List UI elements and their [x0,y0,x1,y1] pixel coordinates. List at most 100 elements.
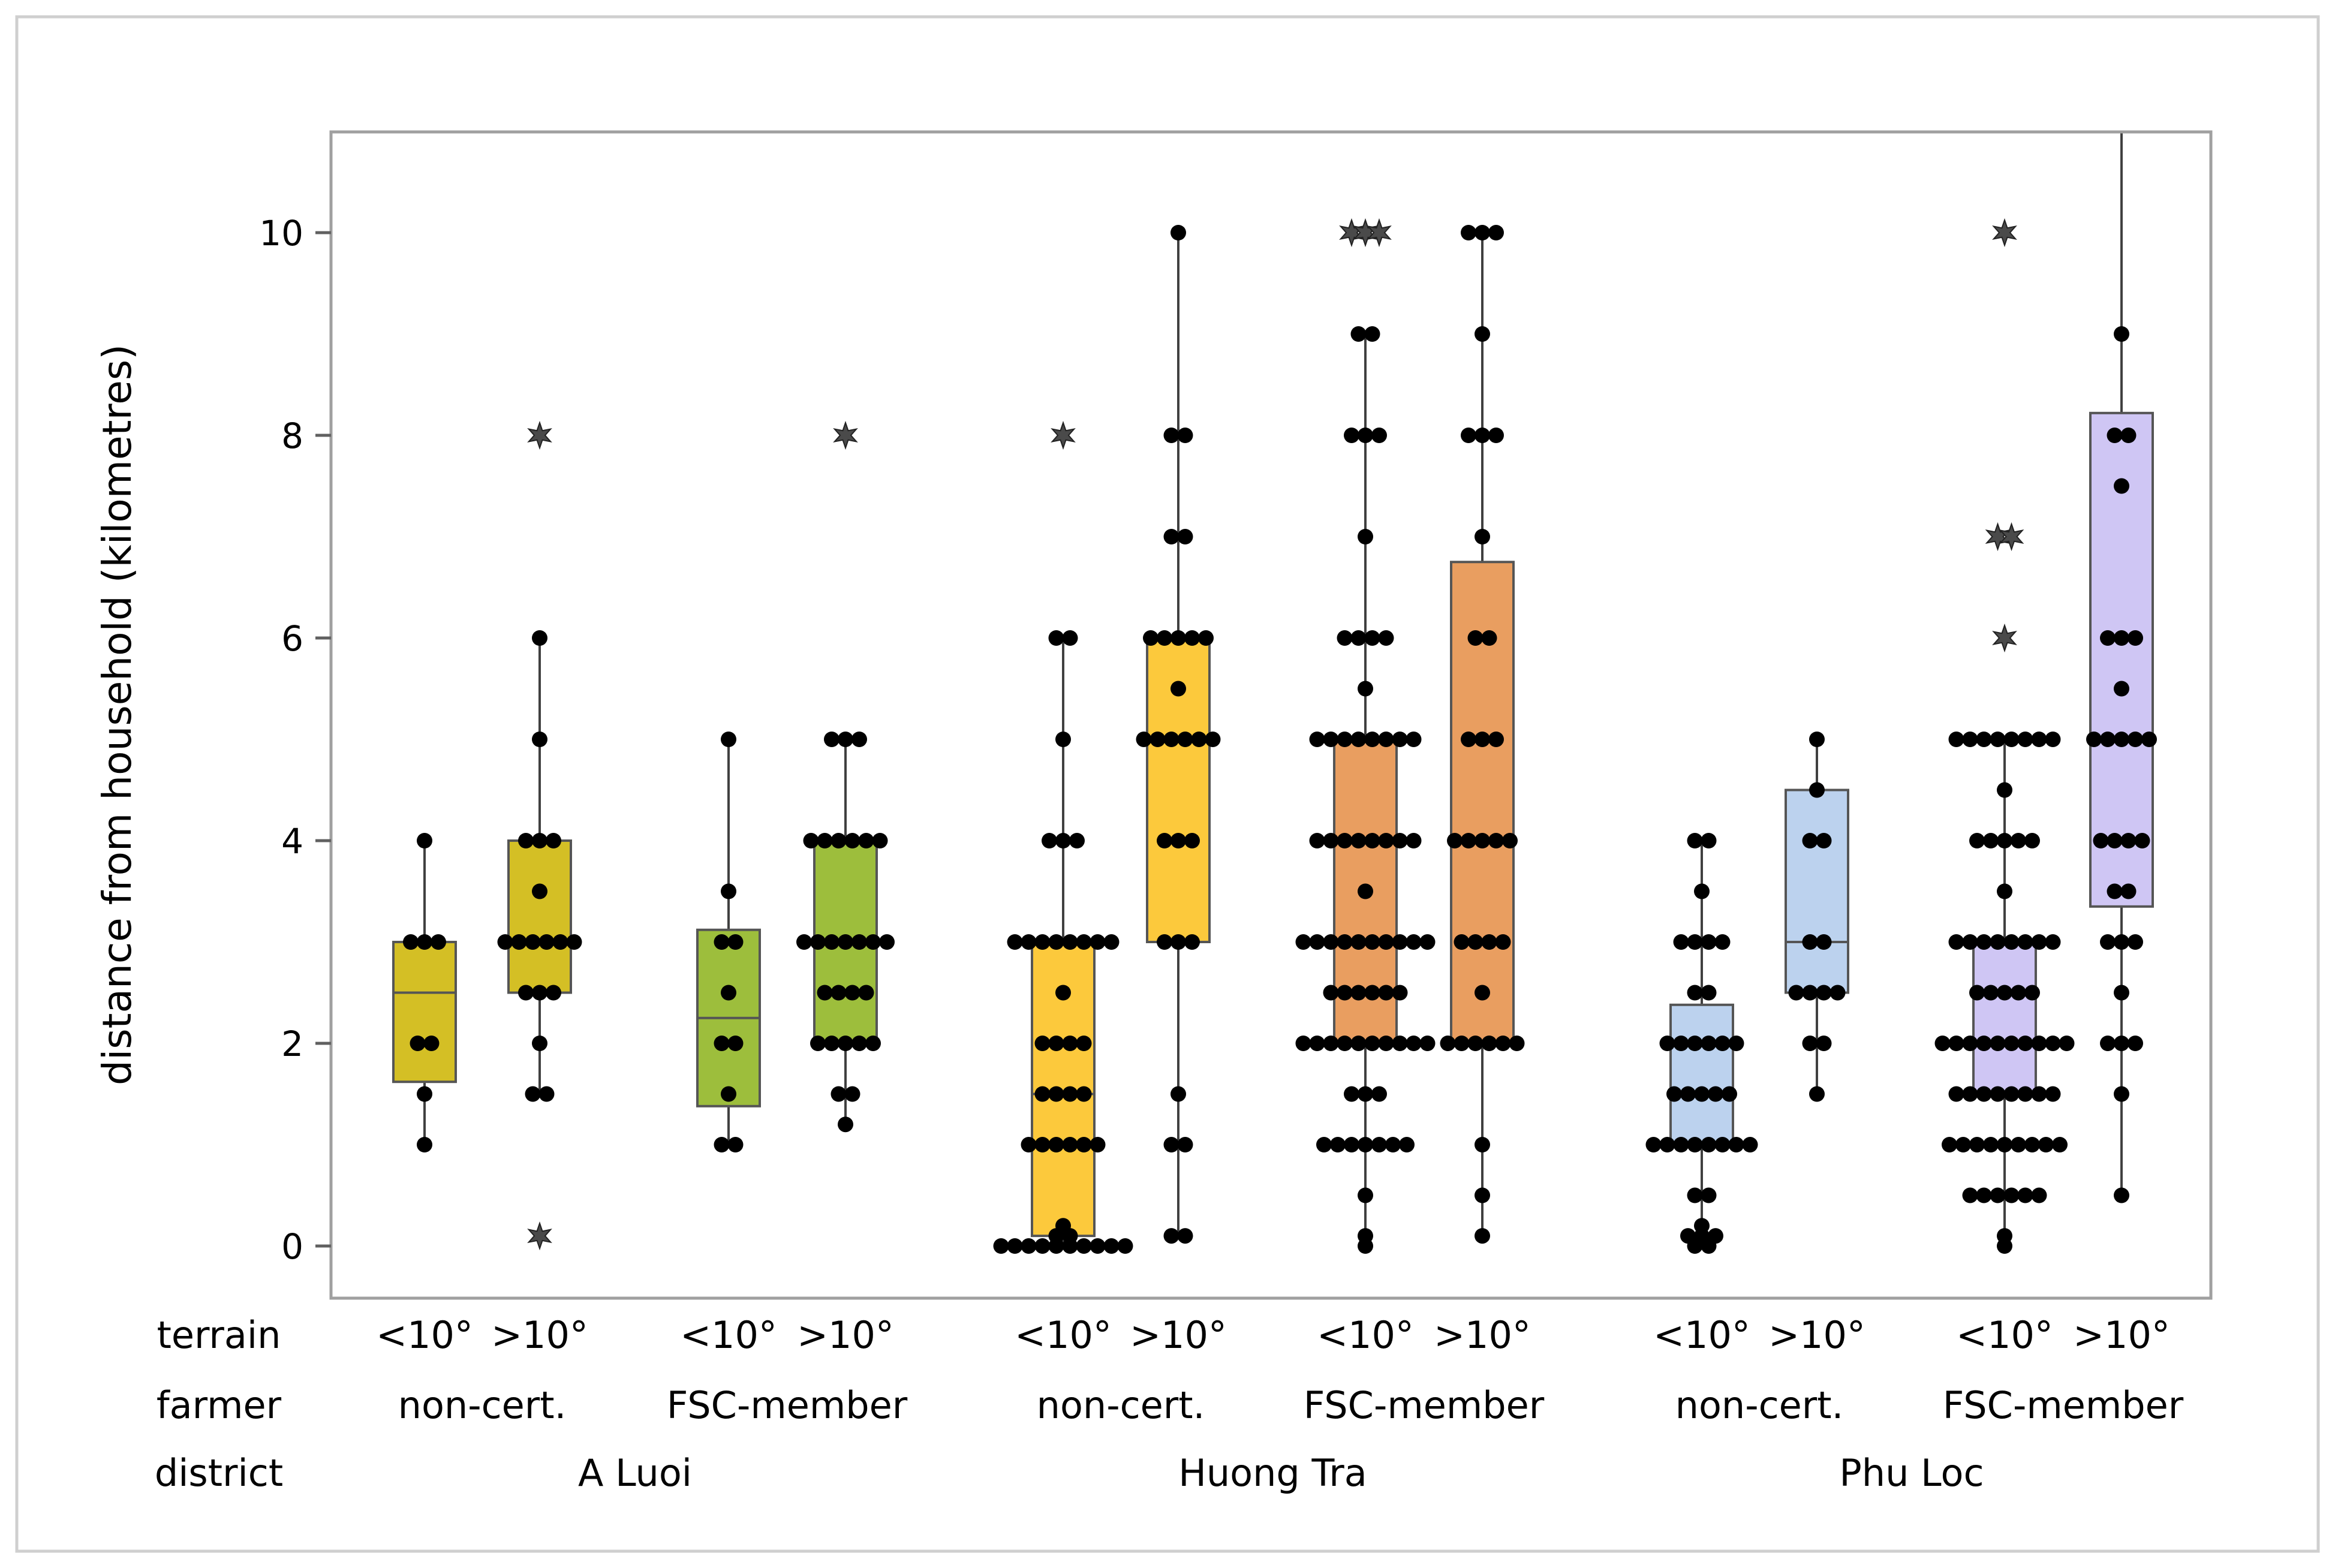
data-point [727,934,744,950]
data-point [2031,934,2047,950]
district-label: Huong Tra [1178,1451,1367,1495]
outlier-point [527,1221,552,1251]
data-point [538,1086,555,1102]
data-point [1378,1036,1394,1051]
data-point [1816,934,1832,950]
row-label-district: district [155,1451,283,1495]
data-point [1680,1228,1696,1244]
data-point [2114,985,2129,1001]
data-point [1034,934,1051,950]
data-point [532,630,547,646]
data-point [1399,1137,1415,1152]
data-point [1364,326,1380,342]
data-point [532,833,547,848]
data-point [1163,529,1179,544]
data-point [1680,1086,1696,1102]
y-tick-label: 6 [281,618,303,659]
data-point [1090,934,1106,950]
box-iqr [1669,1003,1734,1146]
data-point [1157,833,1172,848]
data-point [2024,833,2040,848]
data-point [1103,934,1120,950]
data-point [1488,428,1504,443]
data-point [2003,934,2020,950]
data-point [803,833,819,848]
terrain-label: <10° [376,1313,473,1357]
data-point [1163,1228,1179,1244]
data-point [1997,833,2012,848]
data-point [1007,1238,1023,1254]
data-point [1358,883,1373,899]
data-point [1163,732,1179,747]
data-point [796,934,812,950]
data-point [1475,326,1490,342]
data-point [851,732,867,747]
data-point [1673,1036,1689,1051]
data-point [2114,681,2129,697]
data-point [1337,732,1353,747]
data-point [2045,1036,2061,1051]
data-point [824,732,839,747]
terrain-label: <10° [1317,1313,1414,1357]
data-point [838,1116,853,1133]
data-point [1350,732,1367,747]
data-point [2003,1036,2020,1051]
data-point [1170,225,1186,240]
data-point [1809,782,1825,798]
data-point [2120,428,2137,443]
data-point [1475,428,1490,443]
data-point [1659,1036,1675,1051]
data-point [417,934,432,950]
data-point [1323,1036,1339,1051]
data-point [1816,833,1832,848]
data-point [2114,1086,2129,1102]
data-point [824,934,839,950]
data-point [1969,833,1985,848]
data-point [1163,428,1179,443]
data-point [1309,833,1325,848]
data-point [1034,1137,1051,1152]
data-point [2107,428,2123,443]
data-point [1809,732,1825,747]
data-point [1481,630,1497,646]
data-point [1358,681,1373,697]
data-point [1337,1036,1353,1051]
data-point [417,1137,432,1152]
data-point [1042,833,1057,848]
data-point [2003,732,2020,747]
data-point [1378,732,1394,747]
data-point [1076,1137,1092,1152]
data-point [851,1036,867,1051]
data-point [1708,1086,1723,1102]
data-point [1673,934,1689,950]
box-group [2089,132,2154,1196]
data-point [1488,225,1504,240]
data-point [1454,934,1470,950]
data-point [1948,934,1964,950]
data-point [1481,934,1497,950]
data-point [1666,1086,1682,1102]
data-point [1392,833,1408,848]
data-point [1184,630,1200,646]
data-point [1461,428,1476,443]
data-point [511,934,527,950]
data-point [1976,1187,1992,1203]
data-point [1687,1187,1703,1203]
data-point [1337,630,1353,646]
y-tick-label: 8 [281,416,303,456]
data-point [1802,985,1818,1001]
data-point [1034,1238,1051,1254]
data-point [1048,630,1064,646]
data-point [1728,1036,1744,1051]
data-point [2031,1036,2047,1051]
data-point [1205,732,1221,747]
data-point [1323,833,1339,848]
y-tick-label: 10 [259,213,303,254]
data-point [1962,1086,1978,1102]
terrain-label: >10° [1434,1313,1531,1357]
outlier-point [1992,218,2017,248]
data-point [1742,1137,1758,1152]
data-point [2011,833,2026,848]
farmer-label: non-cert. [398,1383,567,1427]
data-point [1323,934,1339,950]
